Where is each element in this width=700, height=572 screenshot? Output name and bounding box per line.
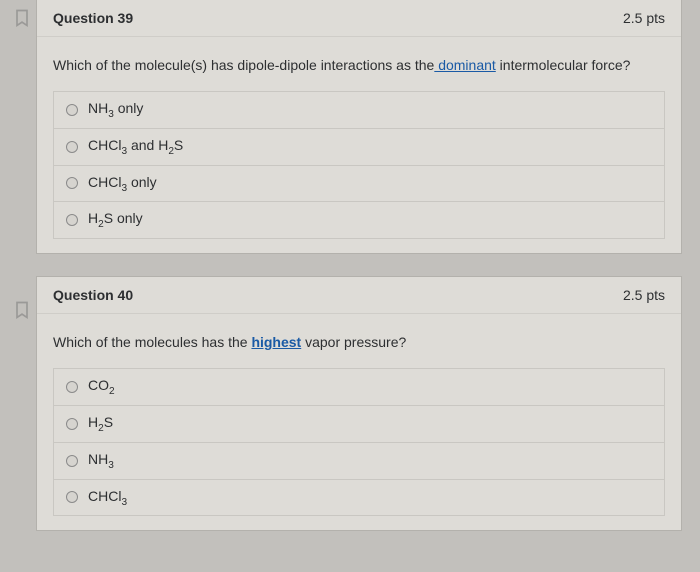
prompt-text: vapor pressure? (301, 334, 406, 350)
question-number: Question 40 (53, 287, 133, 303)
question-body: Which of the molecules has the highest v… (37, 314, 681, 530)
question-prompt: Which of the molecules has the highest v… (53, 334, 665, 350)
prompt-text: Which of the molecule(s) has dipole-dipo… (53, 57, 434, 73)
option-label: CHCl3 only (88, 174, 157, 194)
radio-icon[interactable] (66, 177, 78, 189)
option-row[interactable]: CO2 (54, 369, 664, 406)
prompt-link[interactable]: highest (251, 334, 301, 350)
options-list: NH3 only CHCl3 and H2S CHCl3 only H2S on… (53, 91, 665, 239)
question-number: Question 39 (53, 10, 133, 26)
option-label: H2S (88, 414, 113, 434)
option-row[interactable]: CHCl3 and H2S (54, 129, 664, 166)
option-row[interactable]: CHCl3 only (54, 166, 664, 203)
option-label: CHCl3 and H2S (88, 137, 183, 157)
option-label: H2S only (88, 210, 143, 230)
flag-icon[interactable] (12, 298, 32, 322)
radio-icon[interactable] (66, 418, 78, 430)
prompt-text: Which of the molecules has the (53, 334, 251, 350)
option-row[interactable]: H2S (54, 406, 664, 443)
question-header: Question 40 2.5 pts (37, 277, 681, 314)
options-list: CO2 H2S NH3 CHCl3 (53, 368, 665, 516)
option-label: CHCl3 (88, 488, 127, 508)
option-row[interactable]: NH3 only (54, 92, 664, 129)
radio-icon[interactable] (66, 214, 78, 226)
question-points: 2.5 pts (623, 10, 665, 26)
flag-icon[interactable] (12, 6, 32, 30)
radio-icon[interactable] (66, 455, 78, 467)
prompt-link[interactable]: dominant (434, 57, 495, 73)
option-row[interactable]: CHCl3 (54, 480, 664, 516)
question-card-40: Question 40 2.5 pts Which of the molecul… (36, 276, 682, 531)
option-row[interactable]: NH3 (54, 443, 664, 480)
question-prompt: Which of the molecule(s) has dipole-dipo… (53, 57, 665, 73)
option-label: NH3 only (88, 100, 143, 120)
radio-icon[interactable] (66, 491, 78, 503)
question-card-39: Question 39 2.5 pts Which of the molecul… (36, 0, 682, 254)
radio-icon[interactable] (66, 104, 78, 116)
radio-icon[interactable] (66, 141, 78, 153)
option-label: NH3 (88, 451, 114, 471)
option-row[interactable]: H2S only (54, 202, 664, 238)
question-header: Question 39 2.5 pts (37, 0, 681, 37)
prompt-text: intermolecular force? (496, 57, 631, 73)
radio-icon[interactable] (66, 381, 78, 393)
option-label: CO2 (88, 377, 115, 397)
question-points: 2.5 pts (623, 287, 665, 303)
question-body: Which of the molecule(s) has dipole-dipo… (37, 37, 681, 253)
